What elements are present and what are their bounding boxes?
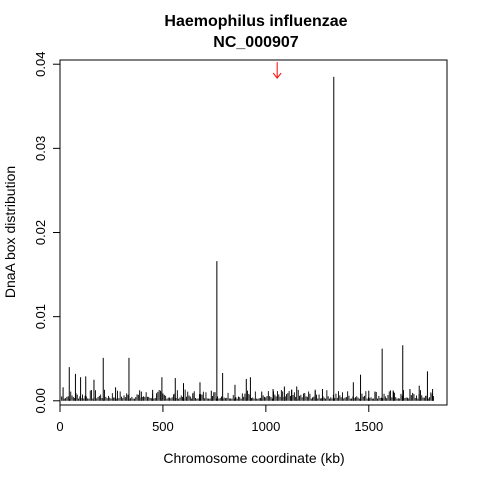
- x-tick-label: 500: [152, 419, 174, 434]
- x-tick-label: 0: [56, 419, 63, 434]
- y-axis: 0.00 0.01 0.02 0.03 0.04: [33, 52, 61, 413]
- y-tick-label: 0.04: [33, 52, 48, 77]
- x-axis: 0 500 1000 1500: [56, 404, 383, 434]
- y-tick-label: 0.00: [33, 388, 48, 413]
- chart-title: Haemophilus influenzae: [164, 13, 347, 30]
- y-tick-label: 0.02: [33, 220, 48, 245]
- x-tick-label: 1000: [251, 419, 280, 434]
- chart-subtitle: NC_000907: [213, 34, 299, 51]
- marker-arrow-head: [272, 72, 282, 79]
- y-tick-label: 0.03: [33, 136, 48, 161]
- baseline-noise: [61, 389, 434, 401]
- x-tick-label: 1500: [354, 419, 383, 434]
- y-axis-title: DnaA box distribution: [2, 166, 18, 298]
- bars: [62, 76, 434, 401]
- y-tick-label: 0.01: [33, 304, 48, 329]
- marker: [272, 62, 282, 79]
- x-axis-title: Chromosome coordinate (kb): [163, 450, 344, 466]
